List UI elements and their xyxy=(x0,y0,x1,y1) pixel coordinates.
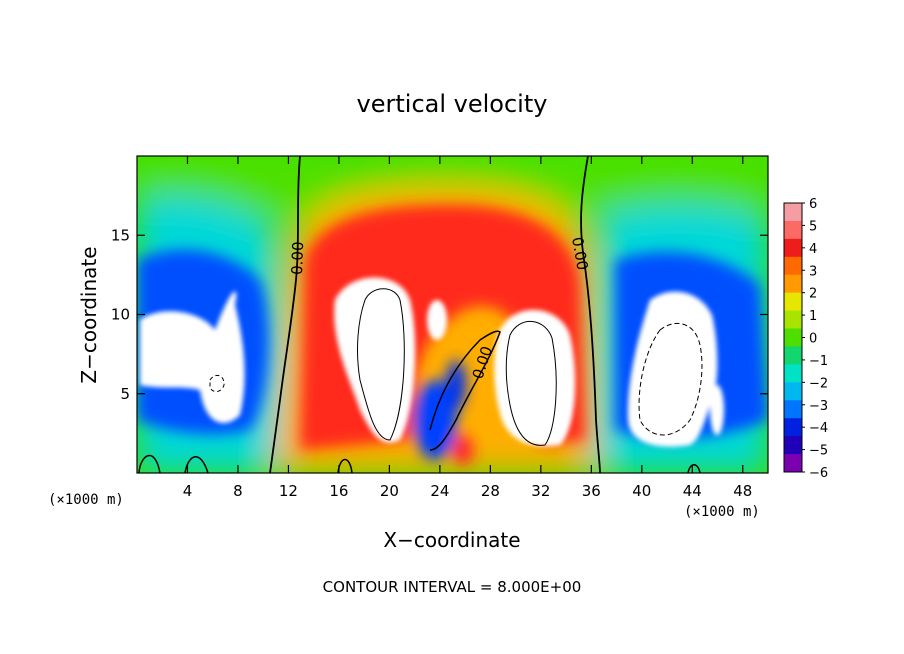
contour-zero-center xyxy=(429,330,501,451)
x-tick-label: 36 xyxy=(582,482,601,500)
colorbar-swatch xyxy=(784,310,802,330)
chart-title: vertical velocity xyxy=(357,90,548,118)
contour-zero-left xyxy=(269,156,301,473)
colorbar-label: 2 xyxy=(809,287,817,302)
x-tick-label: 44 xyxy=(683,482,702,500)
x-tick-label: 48 xyxy=(733,482,752,500)
y-axis: 5 10 15 xyxy=(111,226,768,403)
colorbar-label: −3 xyxy=(809,399,828,414)
colorbar-label: −2 xyxy=(809,376,828,391)
contour-zero-right xyxy=(580,156,601,473)
colorbar-swatch xyxy=(784,328,802,347)
y-tick-label: 10 xyxy=(111,306,130,324)
x-tick-label: 8 xyxy=(233,482,243,500)
colorbar-label: 3 xyxy=(809,264,817,279)
x-tick-label: 20 xyxy=(380,482,399,500)
colorbar-swatch xyxy=(784,382,802,401)
contour-positive-center xyxy=(357,288,405,441)
colorbar-label: −1 xyxy=(809,354,828,369)
contour-label: 0.00 xyxy=(568,236,592,272)
contour-positive-right xyxy=(505,320,557,446)
colorbar-swatch xyxy=(784,274,802,294)
colorbar-label: 4 xyxy=(809,242,817,257)
colorbar-label: −5 xyxy=(809,444,828,459)
colorbar-swatch xyxy=(784,454,802,473)
field-white-center xyxy=(334,277,416,443)
y-axis-title: Z−coordinate xyxy=(77,246,101,383)
colorbar-label: 5 xyxy=(809,219,817,234)
contour-ground-4 xyxy=(687,464,701,473)
x-unit-right: (×1000 m) xyxy=(684,504,760,520)
contour-negative-right xyxy=(638,322,703,436)
contour-interval-footer: CONTOUR INTERVAL = 8.000E+00 xyxy=(323,578,582,596)
colorbar-swatch xyxy=(784,400,802,419)
colorbar-swatch xyxy=(784,364,802,383)
contour-label: 0.00 xyxy=(288,241,307,275)
colorbar-swatch xyxy=(784,238,802,258)
x-axis: 4 8 12 16 20 24 28 32 36 40 44 48 xyxy=(183,156,752,500)
colorbar-swatch xyxy=(784,220,802,240)
x-unit-left: (×1000 m) xyxy=(48,492,124,508)
field-blue-pocket-2 xyxy=(446,360,466,410)
heatmap-field xyxy=(137,156,768,473)
contour-ground-left xyxy=(138,454,161,473)
colorbar-swatch xyxy=(784,418,802,437)
x-tick-label: 28 xyxy=(481,482,500,500)
colorbar-swatch xyxy=(784,292,802,312)
field-white-far-right xyxy=(710,385,724,435)
colorbar-label: 6 xyxy=(809,197,817,212)
x-tick-label: 40 xyxy=(632,482,651,500)
field-white-center-small xyxy=(427,300,447,340)
colorbar-label: 1 xyxy=(809,309,817,324)
x-tick-label: 12 xyxy=(279,482,298,500)
colorbar-swatch xyxy=(784,256,802,276)
field-white-left xyxy=(140,291,245,423)
field-red-dot xyxy=(453,435,473,465)
colorbar-swatch xyxy=(784,346,802,365)
x-tick-label: 24 xyxy=(430,482,449,500)
colorbar: 6 5 4 3 2 1 0 −1 −2 −3 −4 −5 −6 xyxy=(783,197,828,481)
x-tick-label: 16 xyxy=(329,482,348,500)
x-axis-title: X−coordinate xyxy=(383,528,520,552)
y-tick-label: 5 xyxy=(120,385,130,403)
x-tick-label: 32 xyxy=(531,482,550,500)
contour-negative-left xyxy=(209,374,225,393)
colorbar-swatch xyxy=(784,203,802,222)
y-tick-label: 15 xyxy=(111,226,130,244)
colorbar-label: −4 xyxy=(809,421,828,436)
colorbar-label: −6 xyxy=(809,466,828,481)
x-tick-label: 4 xyxy=(183,482,193,500)
colorbar-label: 0 xyxy=(809,332,817,347)
colorbar-swatch xyxy=(784,436,802,455)
contour-ground-2 xyxy=(184,456,209,473)
field-blue-pocket xyxy=(413,380,457,460)
